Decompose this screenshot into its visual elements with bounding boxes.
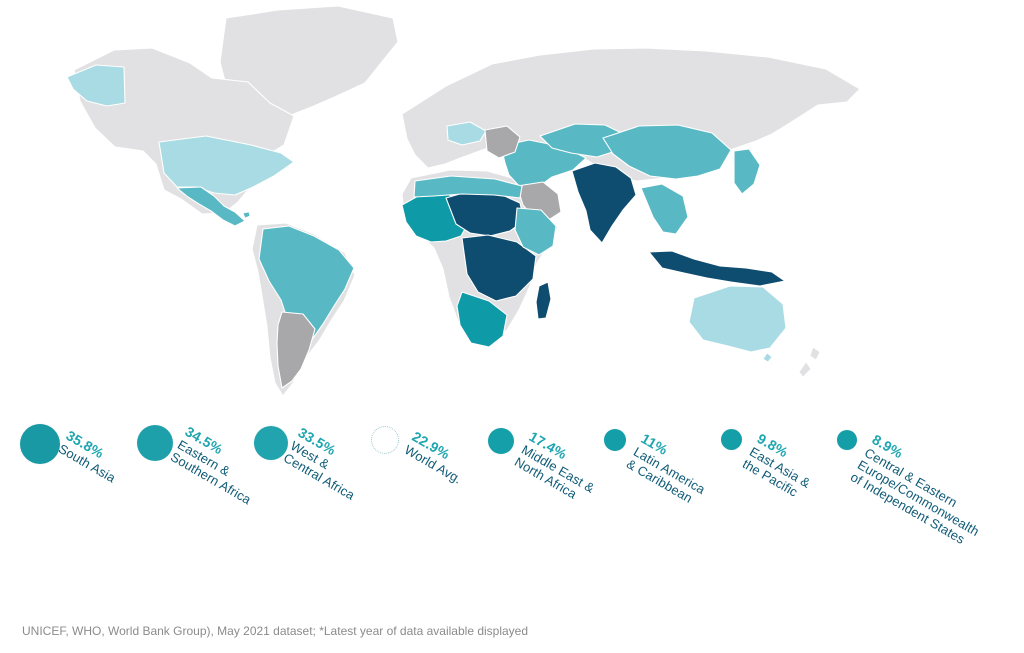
australia-region [688,285,787,353]
legend: 35.8% South Asia 34.5% Eastern & Souther… [0,405,1024,605]
legend-label-world-avg: 22.9% World Avg. [402,428,472,487]
europe-highlight-region [446,121,487,146]
tasmania-island [762,352,773,363]
legend-item-eastern-southern-africa: 34.5% Eastern & Southern Africa [135,405,305,605]
legend-item-cee-cis: 8.9% Central & Eastern Europe/Commonweal… [836,405,1006,605]
madagascar-region [535,281,552,320]
legend-label-latin-america-caribbean: 11% Latin America & Caribbean [624,430,715,509]
legend-item-west-central-africa: 33.5% West & Central Africa [252,405,422,605]
southern-africa-region [456,291,508,348]
world-map [66,6,860,396]
new-zealand-north [809,346,821,361]
korea-japan-region [733,148,761,195]
southeast-asia-region [640,183,689,235]
legend-circle-south-asia [20,424,60,464]
indonesia-region [648,250,786,287]
legend-circle-cee-cis [837,430,857,450]
legend-circle-world-avg [371,426,399,454]
legend-item-south-asia: 35.8% South Asia [18,405,188,605]
highlight-layer [66,64,821,389]
legend-circle-middle-east-north-africa [488,428,514,454]
legend-label-cee-cis: 8.9% Central & Eastern Europe/Commonweal… [848,431,996,551]
alaska-region [66,64,126,107]
source-footnote: UNICEF, WHO, World Bank Group), May 2021… [22,624,529,638]
legend-circle-eastern-southern-africa [137,425,173,461]
legend-label-middle-east-north-africa: 17.4% Middle East & North Africa [512,428,605,508]
south-asia-region [571,162,637,244]
china-region [602,124,732,180]
map-svg [66,6,860,396]
legend-item-middle-east-north-africa: 17.4% Middle East & North Africa [487,405,657,605]
legend-circle-east-asia-pacific [721,429,742,450]
usa-region [158,135,295,196]
legend-label-east-asia-pacific: 9.8% East Asia & the Pacific [740,430,821,503]
central-africa-region [461,234,537,302]
legend-item-east-asia-pacific: 9.8% East Asia & the Pacific [720,405,890,605]
legend-circle-west-central-africa [254,426,288,460]
legend-label-south-asia: 35.8% South Asia [56,427,126,486]
eastern-europe-gray-region [484,125,521,159]
legend-circle-latin-america-caribbean [604,429,626,451]
new-zealand-south [798,361,812,378]
south-america-teal-region [258,225,355,357]
saudi-region [516,181,562,222]
south-america-gray-region [276,311,316,389]
legend-label-west-central-africa: 33.5% West & Central Africa [281,424,372,503]
legend-item-latin-america-caribbean: 11% Latin America & Caribbean [603,405,773,605]
north-africa-region [413,175,523,199]
east-africa-region [514,207,557,256]
caribbean-island-1 [242,211,251,219]
legend-item-world-avg: 22.9% World Avg. [370,405,540,605]
mexico-central-america-region [176,186,246,227]
